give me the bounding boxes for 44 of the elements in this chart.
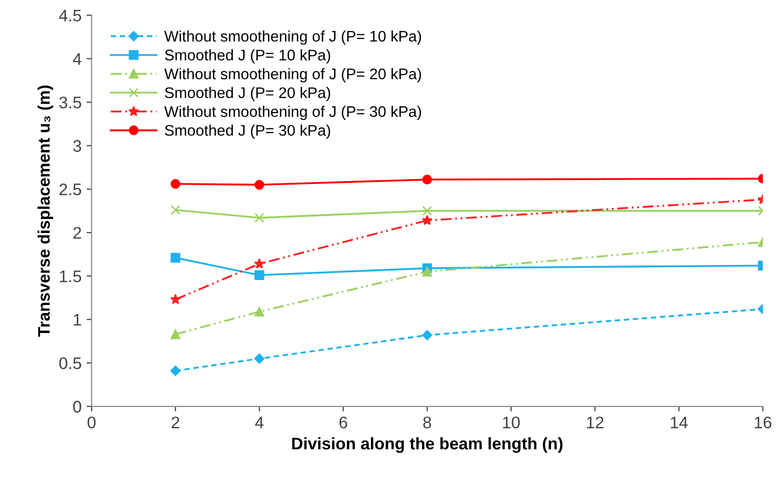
- point: [254, 353, 264, 364]
- y-tick-label: 2.5: [60, 184, 82, 196]
- point: [254, 180, 264, 190]
- point: [254, 258, 265, 268]
- y-tick-label: 0.5: [59, 357, 82, 370]
- point: [170, 329, 180, 340]
- y-axis-title: Transverse displacement u₃ (m): [38, 86, 54, 337]
- x-tick-label: 2: [172, 416, 180, 428]
- x-tick-label: 4: [255, 416, 264, 428]
- x-tick-label: 14: [670, 416, 688, 428]
- y-tick-label: 2: [73, 226, 82, 239]
- x-tick-label: 8: [423, 416, 432, 428]
- point: [170, 179, 180, 189]
- point: [422, 206, 432, 216]
- x-tick-label: 10: [503, 416, 520, 428]
- point: [170, 252, 180, 263]
- x-tick-label: 6: [339, 416, 348, 428]
- x-tick-label: 16: [754, 416, 772, 428]
- y-tick-label: 1.5: [60, 270, 82, 282]
- legend-label: Smoothed J (P= 30 kPa): [164, 124, 330, 139]
- x-tick-label: 12: [587, 416, 604, 428]
- point: [422, 174, 432, 184]
- x-axis-title: Division along the beam length (n): [292, 437, 562, 453]
- point: [254, 270, 264, 280]
- x-tick-label: 0: [88, 416, 96, 428]
- point: [422, 330, 432, 340]
- legend-label: Smoothed J (P= 10 kPa): [164, 49, 330, 64]
- y-tick-label: 0: [73, 400, 82, 413]
- legend-label: Without smoothening of J (P= 20 kPa): [164, 68, 422, 82]
- point: [422, 214, 433, 226]
- point: [254, 306, 264, 317]
- legend-label: Smoothed J (P= 20 kPa): [164, 86, 330, 102]
- point: [254, 212, 264, 223]
- point: [170, 294, 181, 304]
- y-tick-label: 3: [73, 140, 82, 152]
- point: [170, 366, 181, 376]
- legend-label: Without smoothening of J (P= 10 kPa): [164, 30, 422, 45]
- point: [422, 266, 432, 277]
- y-tick-label: 3.5: [59, 96, 82, 108]
- y-tick-label: 4: [72, 53, 82, 65]
- point: [170, 205, 180, 215]
- y-tick-label: 1: [74, 314, 82, 326]
- legend-label: Without smoothening of J (P= 30 kPa): [164, 106, 422, 120]
- y-tick-label: 4.5: [59, 10, 82, 22]
